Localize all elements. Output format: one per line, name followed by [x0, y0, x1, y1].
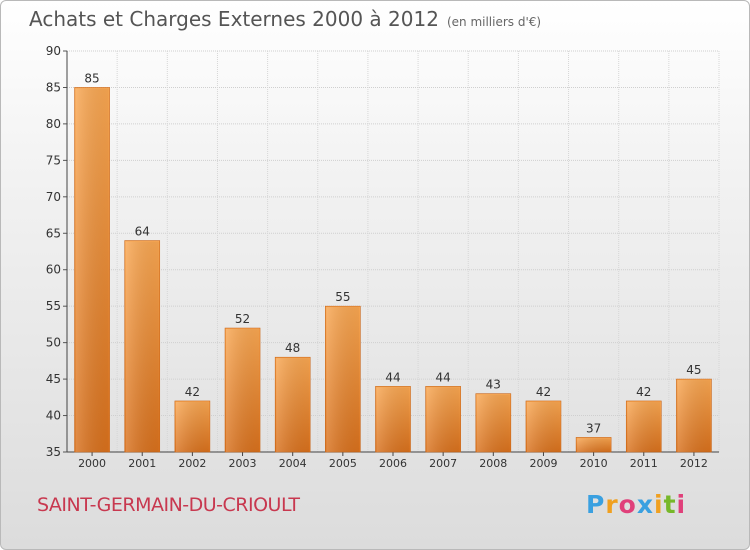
logo-letter: i — [676, 490, 687, 519]
bar-highlight — [376, 387, 410, 452]
x-tick-label: 2012 — [680, 457, 708, 470]
chart-title-text: Achats et Charges Externes 2000 à 2012 — [29, 7, 439, 31]
y-tick-label: 60 — [46, 263, 61, 277]
commune-name: SAINT-GERMAIN-DU-CRIOULT — [37, 494, 300, 516]
y-tick-label: 45 — [46, 372, 61, 386]
x-tick-label: 2001 — [128, 457, 156, 470]
y-tick-label: 35 — [46, 445, 61, 459]
chart-subtitle: (en milliers d'€) — [446, 15, 542, 29]
bar-value-label: 52 — [235, 312, 250, 326]
bar-value-label: 43 — [486, 378, 501, 392]
x-tick-label: 2003 — [229, 457, 257, 470]
logo-letter: x — [636, 490, 654, 519]
logo-letter: P — [586, 490, 606, 519]
logo-letter: r — [605, 490, 619, 519]
bar-highlight — [125, 241, 159, 452]
y-tick-label: 90 — [46, 44, 61, 58]
data-labels: 85 64 42 52 48 55 44 44 43 42 37 42 45 — [84, 71, 701, 435]
x-tick-label: 2008 — [479, 457, 507, 470]
bar-highlight — [476, 394, 510, 452]
bar-value-label: 42 — [636, 385, 651, 399]
x-tick-label: 2007 — [429, 457, 457, 470]
bar-value-label: 44 — [385, 370, 400, 384]
bar-highlight — [226, 329, 260, 452]
bar-highlight — [526, 401, 560, 452]
x-tick-label: 2002 — [178, 457, 206, 470]
y-tick-label: 50 — [46, 336, 61, 350]
bar-value-label: 55 — [335, 290, 350, 304]
bar-highlight — [326, 307, 360, 452]
bar-highlight — [577, 438, 611, 452]
bar-value-label: 45 — [686, 363, 701, 377]
bar-value-label: 42 — [185, 385, 200, 399]
bar-value-label: 48 — [285, 341, 300, 355]
y-tick-label: 65 — [46, 226, 61, 240]
bar-value-label: 85 — [84, 71, 99, 85]
bar-highlight — [175, 401, 209, 452]
y-tick-label: 55 — [46, 299, 61, 313]
bar-value-label: 42 — [536, 385, 551, 399]
logo-letter: t — [663, 490, 677, 519]
x-tick-label: 2011 — [630, 457, 658, 470]
chart-title: Achats et Charges Externes 2000 à 2012 (e… — [29, 7, 541, 31]
bar-value-label: 44 — [436, 370, 451, 384]
bar-highlight — [276, 358, 310, 452]
x-tick-label: 2005 — [329, 457, 357, 470]
y-tick-label: 40 — [46, 409, 61, 423]
x-tick-label: 2006 — [379, 457, 407, 470]
x-tick-label: 2000 — [78, 457, 106, 470]
bar-highlight — [677, 380, 711, 452]
logo-letter: o — [618, 490, 637, 519]
x-tick-label: 2009 — [529, 457, 557, 470]
y-tick-label: 80 — [46, 117, 61, 131]
bars — [74, 87, 712, 453]
bar-highlight — [627, 401, 661, 452]
bar-highlight — [75, 88, 109, 453]
proxiti-logo[interactable]: Proxiti — [586, 490, 686, 519]
bar-value-label: 64 — [135, 225, 150, 239]
y-tick-label: 85 — [46, 80, 61, 94]
x-tick-label: 2010 — [580, 457, 608, 470]
bar-value-label: 37 — [586, 421, 601, 435]
y-tick-label: 75 — [46, 153, 61, 167]
y-tick-label: 70 — [46, 190, 61, 204]
x-tick-label: 2004 — [279, 457, 307, 470]
logo-letter: i — [654, 490, 664, 519]
bar-highlight — [426, 387, 460, 452]
